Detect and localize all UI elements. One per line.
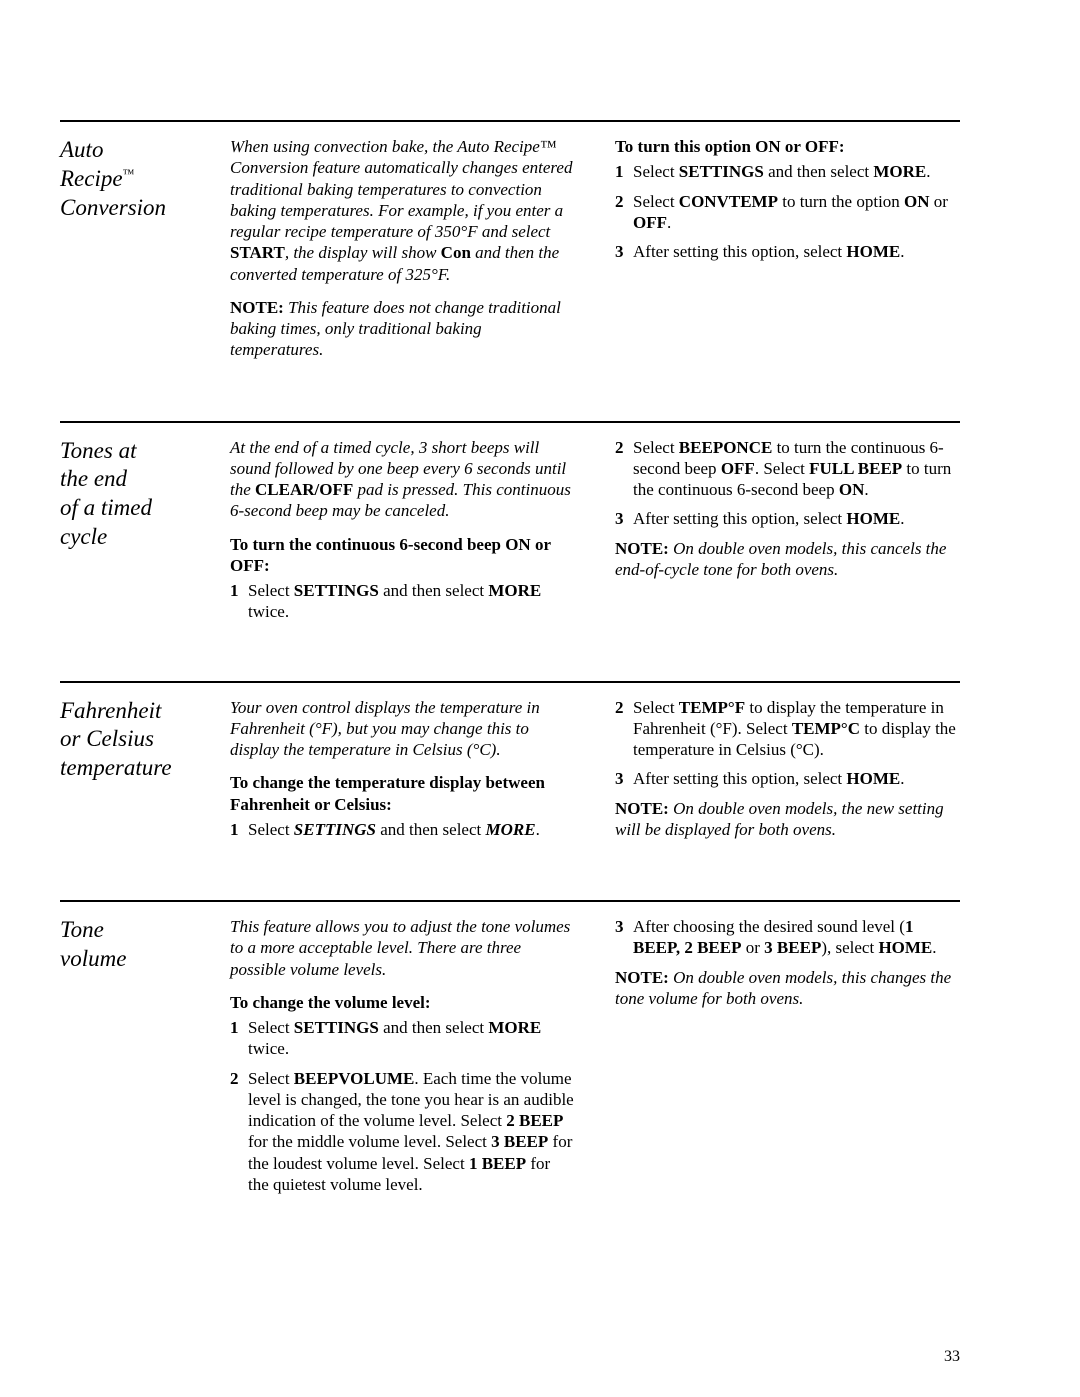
step: After choosing the desired sound level (… [615,916,960,959]
step: Select BEEPVOLUME. Each time the volume … [230,1068,575,1196]
section-tone-volume: Tone volume This feature allows you to a… [60,900,960,1235]
title-line: the end [60,466,127,491]
note: NOTE: On double oven models, the new set… [615,798,960,841]
note: NOTE: This feature does not change tradi… [230,297,575,361]
title-line: Conversion [60,195,166,220]
section-temperature: Fahrenheit or Celsius temperature Your o… [60,681,960,883]
title-line: or Celsius [60,726,154,751]
right-column: To turn this option ON or OFF: Select SE… [615,136,960,371]
subhead: To change the volume level: [230,992,575,1013]
steps-list: Select SETTINGS and then select MORE. Se… [615,161,960,262]
title-line: Auto [60,137,103,162]
title-line: of a timed [60,495,152,520]
note: NOTE: On double oven models, this change… [615,967,960,1010]
section-content: At the end of a timed cycle, 3 short bee… [230,437,960,631]
step: Select SETTINGS and then select MORE twi… [230,580,575,623]
intro-text: Your oven control displays the temperatu… [230,697,575,761]
section-content: Your oven control displays the temperatu… [230,697,960,851]
section-title: Tone volume [60,916,230,974]
step: Select BEEPONCE to turn the continuous 6… [615,437,960,501]
intro-text: This feature allows you to adjust the to… [230,916,575,980]
manual-page: Auto Recipe™ Conversion When using conve… [0,0,1080,1397]
left-column: Your oven control displays the temperatu… [230,697,575,851]
title-line: volume [60,946,126,971]
intro-text: At the end of a timed cycle, 3 short bee… [230,437,575,522]
section-title: Fahrenheit or Celsius temperature [60,697,230,783]
right-column: Select BEEPONCE to turn the continuous 6… [615,437,960,631]
right-column: Select TEMP°F to display the temperature… [615,697,960,851]
steps-list: Select BEEPONCE to turn the continuous 6… [615,437,960,530]
left-column: When using convection bake, the Auto Rec… [230,136,575,371]
section-content: When using convection bake, the Auto Rec… [230,136,960,371]
step: After setting this option, select HOME. [615,508,960,529]
title-line: temperature [60,755,172,780]
step: After setting this option, select HOME. [615,241,960,262]
section-content: This feature allows you to adjust the to… [230,916,960,1203]
step: Select CONVTEMP to turn the option ON or… [615,191,960,234]
steps-list: Select TEMP°F to display the temperature… [615,697,960,790]
step: Select SETTINGS and then select MORE. [230,819,575,840]
title-line: cycle [60,524,107,549]
step: Select SETTINGS and then select MORE. [615,161,960,182]
section-title: Auto Recipe™ Conversion [60,136,230,222]
left-column: This feature allows you to adjust the to… [230,916,575,1203]
step: After setting this option, select HOME. [615,768,960,789]
title-line: Recipe [60,166,123,191]
title-line: Tone [60,917,104,942]
subhead: To change the temperature display betwee… [230,772,575,815]
left-column: At the end of a timed cycle, 3 short bee… [230,437,575,631]
right-column: After choosing the desired sound level (… [615,916,960,1203]
title-line: Tones at [60,438,136,463]
intro-text: When using convection bake, the Auto Rec… [230,136,575,285]
section-auto-recipe: Auto Recipe™ Conversion When using conve… [60,120,960,403]
section-title: Tones at the end of a timed cycle [60,437,230,552]
section-tones: Tones at the end of a timed cycle At the… [60,421,960,663]
steps-list: Select SETTINGS and then select MORE twi… [230,580,575,623]
step: Select SETTINGS and then select MORE twi… [230,1017,575,1060]
subhead: To turn the continuous 6-second beep ON … [230,534,575,577]
subhead: To turn this option ON or OFF: [615,136,960,157]
trademark: ™ [123,166,135,180]
steps-list: Select SETTINGS and then select MORE twi… [230,1017,575,1195]
steps-list: Select SETTINGS and then select MORE. [230,819,575,840]
note: NOTE: On double oven models, this cancel… [615,538,960,581]
steps-list: After choosing the desired sound level (… [615,916,960,959]
page-number: 33 [944,1347,960,1367]
title-line: Fahrenheit [60,698,161,723]
step: Select TEMP°F to display the temperature… [615,697,960,761]
